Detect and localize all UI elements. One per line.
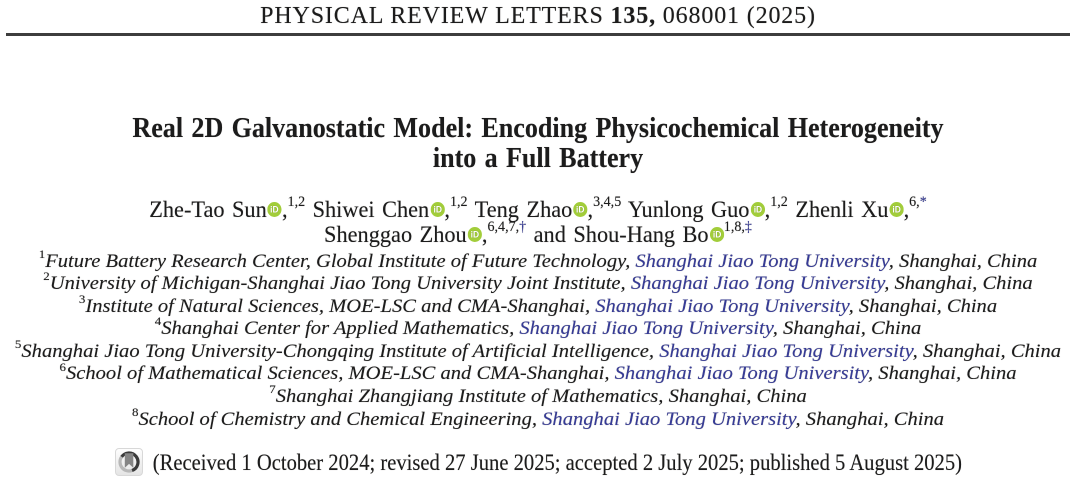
svg-text:iD: iD: [576, 204, 584, 214]
svg-text:iD: iD: [433, 204, 441, 214]
svg-text:iD: iD: [892, 204, 900, 214]
svg-text:iD: iD: [471, 229, 479, 239]
svg-text:iD: iD: [271, 204, 279, 214]
svg-text:iD: iD: [753, 204, 761, 214]
svg-text:iD: iD: [712, 229, 720, 239]
